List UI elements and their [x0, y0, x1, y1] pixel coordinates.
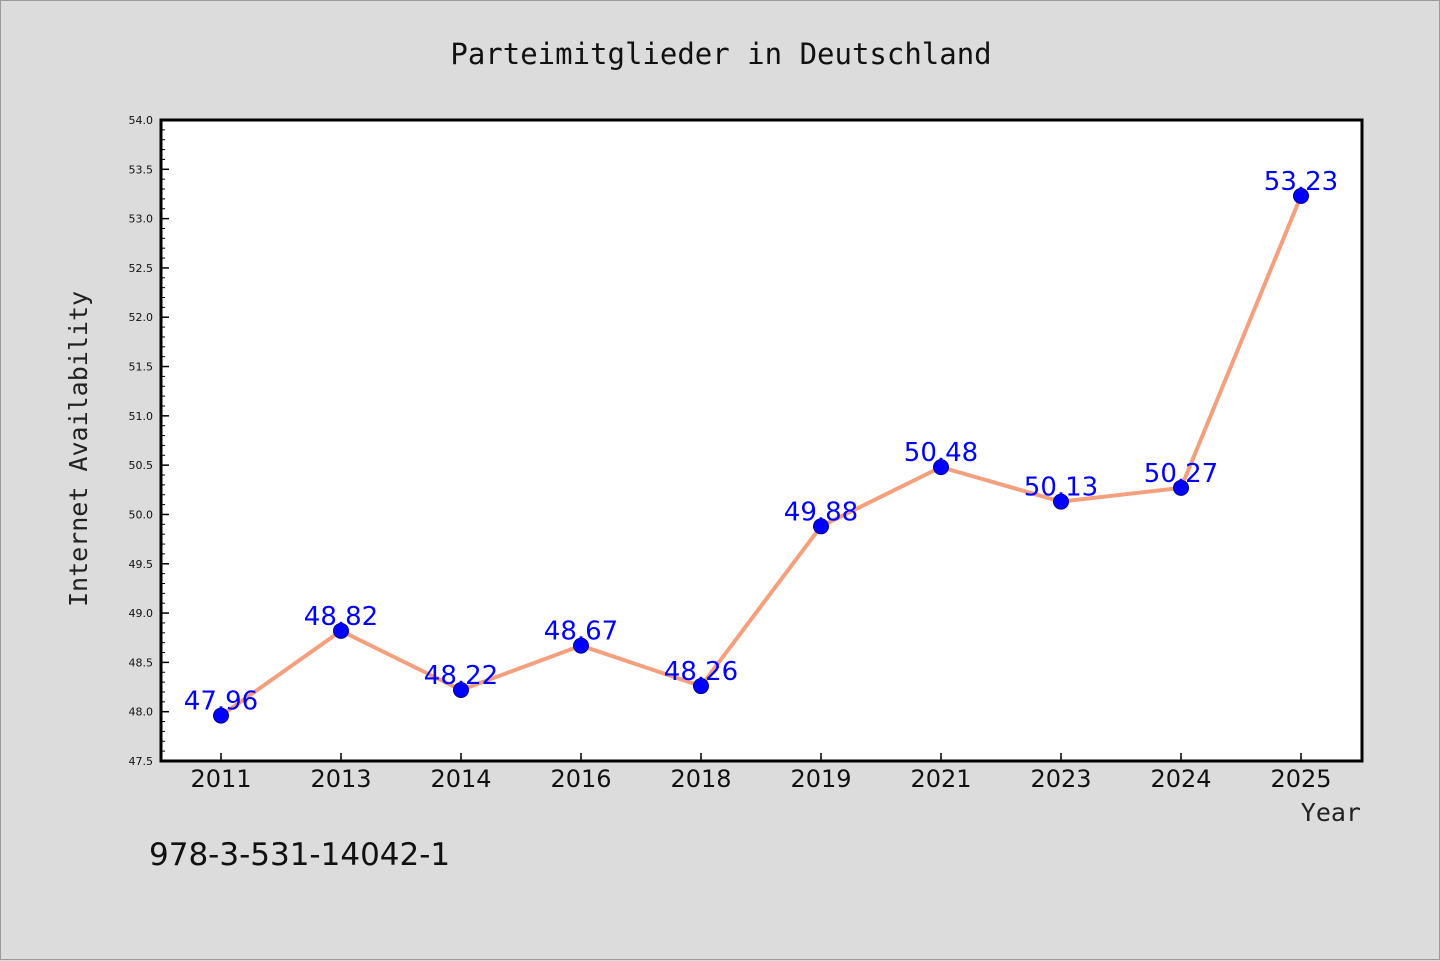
data-label: 48.67	[544, 617, 618, 647]
y-tick-label: 48.5	[129, 656, 154, 669]
x-tick-label: 2021	[910, 765, 971, 793]
data-label: 48.82	[304, 602, 378, 632]
plot-area	[161, 120, 1362, 761]
data-label: 47.96	[184, 687, 258, 717]
y-tick-label: 50.0	[129, 508, 154, 521]
x-tick-label: 2013	[310, 765, 371, 793]
x-tick-label: 2018	[670, 765, 731, 793]
y-tick-label: 49.5	[129, 558, 154, 571]
data-point	[213, 707, 229, 724]
data-label: 50.27	[1144, 459, 1218, 489]
data-point	[1293, 187, 1309, 204]
series-line	[219, 195, 1303, 718]
chart-title: Parteimitglieder in Deutschland	[450, 37, 991, 71]
data-label: 49.88	[784, 497, 858, 527]
x-axis: 2011 2013 2014 2016 2018 2019 2021 2023 2024 2025	[190, 753, 1332, 793]
data-label: 48.26	[664, 657, 738, 687]
data-point	[693, 678, 709, 695]
y-tick-label: 53.0	[129, 213, 154, 226]
data-point	[453, 681, 469, 698]
plot-frame	[159, 118, 1364, 763]
y-tick-label: 51.0	[129, 410, 154, 423]
y-tick-label: 50.5	[129, 459, 154, 472]
data-point	[573, 637, 589, 654]
y-tick-label: 49.0	[129, 607, 154, 620]
data-labels: 47.96 48.82 48.22 48.67 48.26 49.88 50.48 50.13…	[184, 167, 1338, 717]
y-tick-label: 54.0	[129, 114, 154, 127]
x-axis-label: Year	[1301, 798, 1361, 827]
x-tick-label: 2019	[790, 765, 851, 793]
x-tick-label: 2023	[1030, 765, 1091, 793]
y-tick-label: 52.5	[129, 262, 154, 275]
isbn-annotation: 978-3-531-14042-1	[149, 837, 450, 873]
x-tick-label: 2024	[1150, 765, 1211, 793]
y-tick-label: 52.0	[129, 311, 154, 324]
data-series	[213, 187, 1309, 724]
x-tick-label: 2016	[550, 765, 611, 793]
y-tick-label: 53.5	[129, 163, 154, 176]
y-tick-label: 51.5	[129, 361, 154, 374]
data-label: 50.48	[904, 438, 978, 468]
data-point	[333, 622, 349, 639]
y-tick-label: 47.5	[129, 755, 154, 768]
data-label: 50.13	[1024, 473, 1098, 503]
x-tick-label: 2011	[190, 765, 251, 793]
data-label: 48.22	[424, 661, 498, 691]
data-point	[1173, 479, 1189, 496]
y-tick-label: 48.0	[129, 706, 154, 719]
data-point	[933, 459, 949, 476]
x-tick-label: 2025	[1270, 765, 1331, 793]
data-point	[813, 518, 829, 535]
y-axis-label: Internet Availability	[64, 291, 93, 607]
data-label: 53.23	[1264, 167, 1338, 197]
x-tick-label: 2014	[430, 765, 491, 793]
data-point	[1053, 493, 1069, 510]
